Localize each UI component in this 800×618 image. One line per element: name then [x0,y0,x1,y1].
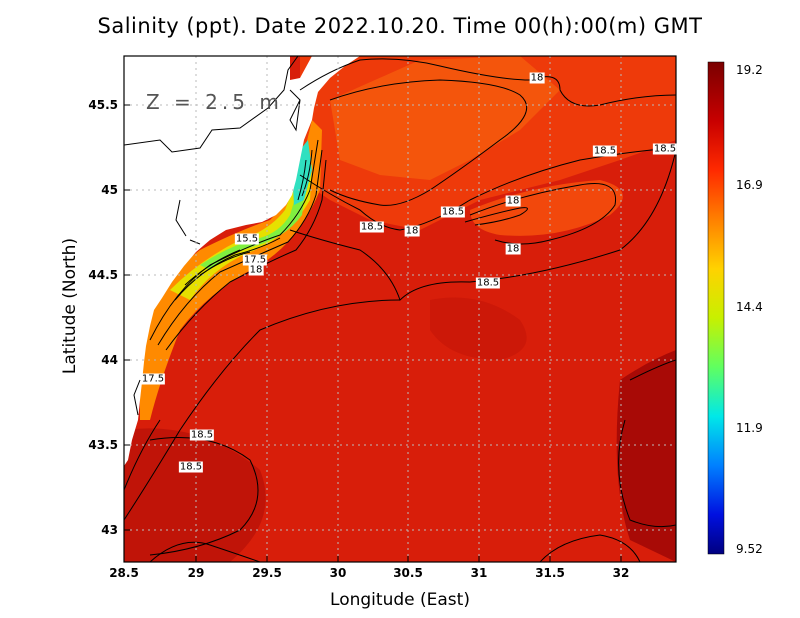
x-tick-label: 32 [612,566,630,580]
coastal-band-cyan [292,140,312,205]
sea-zone-plume [330,56,560,180]
sea-zone-south [124,428,266,562]
plot-frame [123,55,677,563]
sea-zone-southeast [616,350,676,562]
colorbar-tick-label: 16.9 [736,178,763,192]
coastal-band-green [200,190,305,270]
y-tick-label: 45 [101,183,118,197]
contour-label: 18 [505,195,521,207]
x-tick-label: 29.5 [252,566,282,580]
sea-zone-center [430,297,527,360]
contour-label: 18.5 [592,145,618,157]
contour-label: 18.5 [189,429,215,441]
y-tick-label: 44.5 [88,268,118,282]
chart-title: Salinity (ppt). Date 2022.10.20. Time 00… [97,14,703,38]
y-tick-label: 45.5 [88,98,118,112]
contour-label: 18.5 [440,206,466,218]
coastline [124,56,301,416]
land-area [124,56,360,466]
sea-zone-lens [470,180,623,236]
x-axis-label: Longitude (East) [330,590,470,610]
colorbar-tick-label: 14.4 [736,300,763,314]
colorbar-tick-label: 9.52 [736,542,763,556]
contour-label: 18.5 [475,277,501,289]
contour-label: 18 [248,264,264,276]
y-tick-label: 43.5 [88,438,118,452]
x-tick-label: 30 [329,566,347,580]
contour-label: 18.5 [652,143,678,155]
contour-label: 15.5 [234,233,260,245]
contour-label: 17.5 [140,373,166,385]
y-axis-label: Latitude (North) [60,237,80,375]
contour-label: 17.5 [242,254,268,266]
contour-label: 18 [529,72,545,84]
coastal-band-orange [140,120,322,420]
y-tick-label: 43 [101,523,118,537]
x-tick-label: 29 [187,566,205,580]
contour-label: 18 [505,243,521,255]
x-tick-label: 31.5 [535,566,565,580]
y-tick-label: 44 [101,353,118,367]
colorbar-tick-label: 11.9 [736,421,763,435]
x-tick-label: 31 [470,566,488,580]
contour-label: 18.5 [178,461,204,473]
contour-label: 18 [404,225,420,237]
colorbar [707,61,725,555]
colorbar-tick-label: 19.2 [736,63,763,77]
x-tick-label: 28.5 [109,566,139,580]
contour-label: 18.5 [359,221,385,233]
x-tick-label: 30.5 [393,566,423,580]
depth-label: Z = 2.5 m [146,90,283,114]
